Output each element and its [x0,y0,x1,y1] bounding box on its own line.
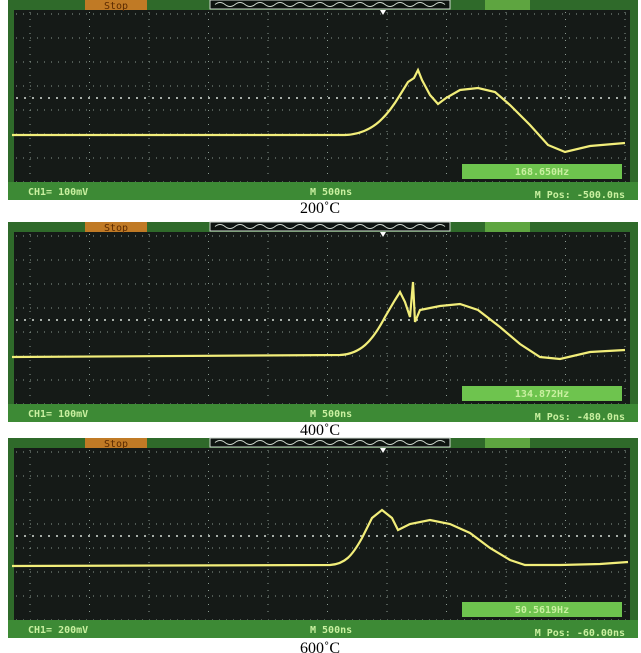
timebase: M 500ns [310,625,352,636]
run-label-box [85,222,147,232]
frequency: 134.872Hz [515,389,569,400]
status-icon [485,0,530,10]
frequency-box [462,164,622,179]
caption: 600˚C [300,640,340,653]
channel: CH1= 200mV [28,625,88,636]
scope-panel: Stop CH1= 100mV M 500ns 168.650Hz M Pos: -50… [8,0,638,201]
trigger-marker [380,448,386,453]
trigger-marker [380,232,386,237]
status-icon [485,438,530,448]
trace [11,281,626,361]
scope-panel: Stop CH1= 200mV M 500ns 50.5619Hz M Pos: -60… [8,437,638,639]
scope-panel: Stop CH1= 100mV M 500ns 134.872Hz M Pos: -48… [8,221,638,423]
bottom-bar [8,182,638,200]
run-label: Stop [104,439,128,450]
frequency: 168.650Hz [515,167,569,178]
screen [14,232,630,404]
run-label: Stop [104,1,128,12]
trigger-wave [214,440,446,445]
bottom-bar [8,620,638,638]
trigger-marker [380,10,386,15]
timebase: M 500ns [310,409,352,420]
trace [11,508,629,568]
position: M Pos: -480.0ns [535,412,625,423]
status-icon [485,222,530,232]
caption: 400˚C [300,422,340,439]
channel: CH1= 100mV [28,187,88,198]
trigger-wave [214,224,446,229]
position: M Pos: -500.0ns [535,190,625,201]
frequency-box [462,602,622,617]
screen [14,448,630,620]
run-label: Stop [104,223,128,234]
caption: 200˚C [300,200,340,217]
run-label-box [85,438,147,448]
position: M Pos: -60.00ns [535,628,625,639]
trigger-bar [209,0,451,10]
trigger-wave [214,2,446,7]
timebase: M 500ns [310,187,352,198]
frequency-box [462,386,622,401]
screen [14,10,630,182]
bottom-bar [8,404,638,422]
trigger-bar [209,437,451,448]
run-label-box [85,0,147,10]
trigger-bar [209,221,451,232]
frequency: 50.5619Hz [515,605,569,616]
channel: CH1= 100mV [28,409,88,420]
trace [12,67,626,154]
